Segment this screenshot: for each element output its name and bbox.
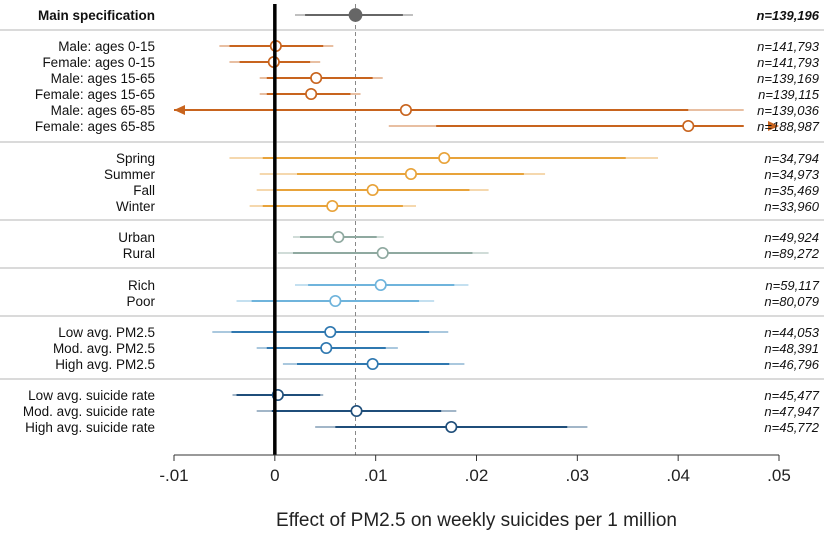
x-axis-title: Effect of PM2.5 on weekly suicides per 1…	[276, 510, 677, 531]
x-tick-label: -.01	[159, 466, 188, 485]
sample-size-label: n=49,924	[764, 230, 819, 245]
point-estimate-marker	[324, 325, 337, 339]
row-label: Urban	[118, 230, 155, 245]
sample-size-label: n=139,196	[756, 8, 819, 23]
point-estimate-marker	[404, 167, 418, 181]
row-label: Rural	[123, 246, 155, 261]
row-label: Low avg. suicide rate	[28, 388, 155, 403]
sample-size-label: n=139,115	[758, 87, 820, 102]
sample-size-label: n=139,169	[757, 71, 819, 86]
sample-size-label: n=45,772	[764, 420, 819, 435]
row-label: Winter	[116, 199, 156, 214]
x-tick-label: 0	[270, 466, 279, 485]
point-estimate-marker	[366, 183, 379, 197]
point-estimate-marker	[445, 420, 458, 434]
point-estimate-marker	[399, 103, 412, 117]
row-label: Male: ages 15-65	[51, 71, 155, 86]
row-label: Male: ages 0-15	[58, 39, 155, 54]
sample-size-label: n=80,079	[764, 294, 819, 309]
row-label: Summer	[104, 167, 156, 182]
x-tick-label: .02	[465, 466, 489, 485]
row-label: Low avg. PM2.5	[58, 325, 155, 340]
point-estimate-marker	[350, 404, 363, 418]
point-estimate-marker	[329, 294, 342, 308]
sample-size-label: n=59,117	[765, 278, 819, 293]
x-tick-label: .01	[364, 466, 388, 485]
sample-size-label: n=46,796	[764, 357, 819, 372]
point-estimate-marker	[682, 119, 695, 133]
point-estimate-marker	[310, 71, 323, 85]
point-estimate-marker	[305, 87, 318, 101]
sample-size-label: n=48,391	[764, 341, 819, 356]
row-label: High avg. suicide rate	[25, 420, 155, 435]
sample-size-label: n=47,947	[764, 404, 819, 419]
point-estimate-marker	[438, 151, 451, 165]
sample-size-label: n=44,053	[764, 325, 819, 340]
point-estimate-marker	[366, 357, 379, 371]
sample-size-label: n=45,477	[764, 388, 819, 403]
ci-upper-arrow	[768, 121, 779, 131]
point-estimate-marker	[332, 230, 345, 244]
row-label: Female: ages 0-15	[42, 55, 155, 70]
ci-lower-arrow	[174, 105, 185, 115]
row-label: Main specification	[38, 8, 155, 23]
point-estimate-marker	[320, 341, 333, 355]
row-label: Poor	[126, 294, 155, 309]
row-label: Mod. avg. PM2.5	[53, 341, 155, 356]
sample-size-label: n=139,036	[757, 103, 820, 118]
sample-size-label: n=141,793	[757, 55, 820, 70]
sample-size-label: n=34,794	[764, 151, 819, 166]
row-label: Fall	[133, 183, 155, 198]
point-estimate-marker	[376, 246, 389, 260]
sample-size-label: n=89,272	[764, 246, 819, 261]
row-label: Male: ages 65-85	[51, 103, 155, 118]
row-label: Female: ages 15-65	[35, 87, 155, 102]
sample-size-label: n=33,960	[764, 199, 819, 214]
point-estimate-marker	[374, 278, 387, 292]
x-tick-label: .04	[666, 466, 690, 485]
row-label: Rich	[128, 278, 155, 293]
row-label: Female: ages 65-85	[35, 119, 155, 134]
row-label: High avg. PM2.5	[55, 357, 155, 372]
sample-size-label: n=35,469	[764, 183, 819, 198]
sample-size-label: n=141,793	[757, 39, 820, 54]
point-estimate-marker	[348, 8, 363, 22]
sample-size-label: n=34,973	[764, 167, 819, 182]
row-label: Mod. avg. suicide rate	[23, 404, 155, 419]
x-tick-label: .05	[767, 466, 791, 485]
point-estimate-marker	[326, 199, 339, 213]
sample-size-label: n=188,987	[757, 119, 820, 134]
x-tick-label: .03	[566, 466, 590, 485]
row-label: Spring	[116, 151, 155, 166]
